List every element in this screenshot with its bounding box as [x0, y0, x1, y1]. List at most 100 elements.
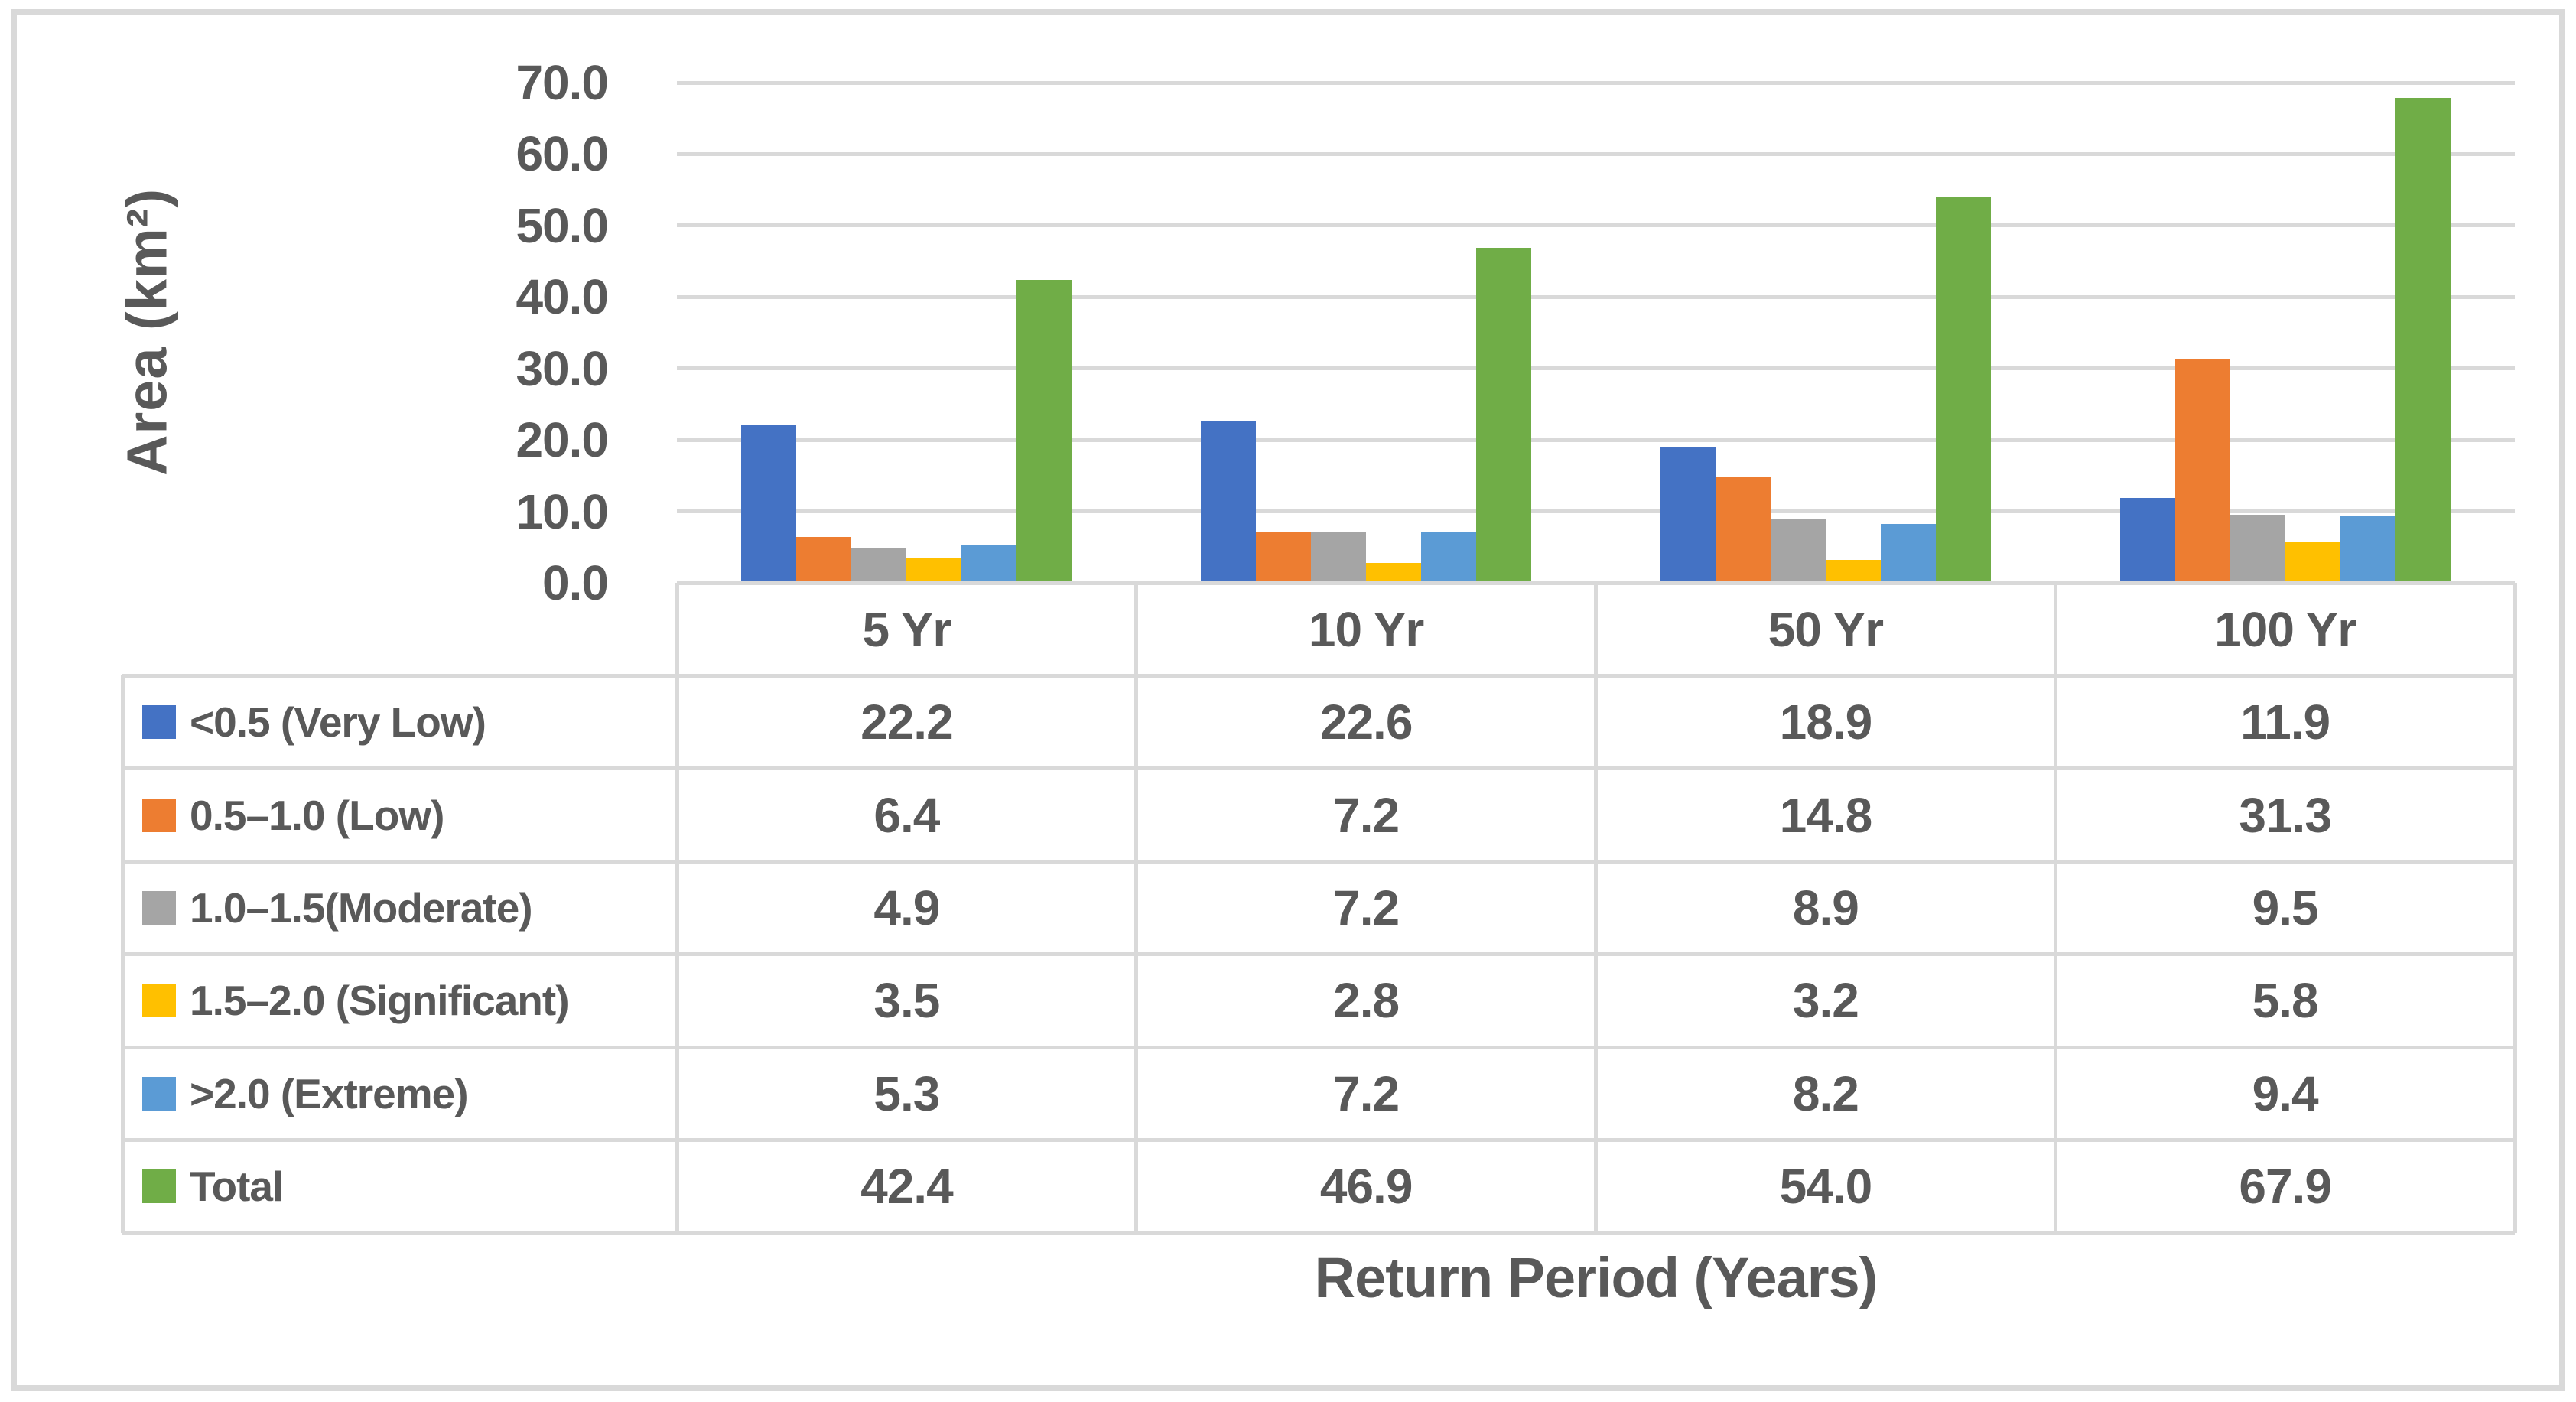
gridline	[677, 80, 2515, 85]
bar-6-4	[2395, 97, 2451, 583]
table-cell: 5.3	[873, 1065, 940, 1121]
y-axis-tick-label: 20.0	[516, 412, 609, 468]
legend-row-label-text: 0.5–1.0 (Low)	[190, 791, 444, 839]
table-cell: 6.4	[873, 787, 940, 843]
y-axis-tick-label: 70.0	[516, 55, 609, 110]
y-axis-tick-label: 30.0	[516, 340, 609, 396]
table-border	[1594, 583, 1598, 1233]
table-cell: 22.2	[860, 694, 954, 750]
legend-swatch	[142, 798, 176, 832]
table-border	[120, 675, 125, 1233]
gridline	[677, 438, 2515, 442]
legend-row-label: >2.0 (Extreme)	[142, 1047, 674, 1140]
table-border	[2053, 583, 2057, 1233]
bar-6-3	[1935, 197, 1991, 583]
bar-3-2	[1311, 531, 1367, 583]
y-axis-tick-label: 10.0	[516, 483, 609, 539]
table-cell: 18.9	[1779, 694, 1873, 750]
table-cell: 22.6	[1319, 694, 1413, 750]
table-border	[675, 583, 679, 1233]
table-cell: 3.2	[1792, 973, 1859, 1029]
legend-row-label: 1.5–2.0 (Significant)	[142, 955, 674, 1047]
gridline	[677, 294, 2515, 299]
legend-row-label-text: >2.0 (Extreme)	[190, 1069, 469, 1117]
bar-2-1	[796, 537, 852, 583]
table-header-cell: 10 Yr	[1308, 601, 1424, 657]
y-axis-tick-label: 0.0	[542, 555, 609, 610]
bar-2-2	[1256, 531, 1312, 583]
legend-swatch	[142, 890, 176, 925]
gridline	[677, 509, 2515, 514]
bar-1-1	[741, 424, 797, 583]
bar-5-1	[961, 545, 1017, 583]
table-cell: 67.9	[2239, 1159, 2332, 1215]
table-cell: 9.5	[2252, 880, 2319, 935]
table-border	[122, 952, 2515, 957]
table-cell: 14.8	[1779, 787, 1873, 843]
legend-row-label: <0.5 (Very Low)	[142, 675, 674, 768]
bar-2-4	[2174, 359, 2230, 583]
y-axis-tick-label: 50.0	[516, 197, 609, 253]
gridline	[677, 151, 2515, 156]
table-border	[122, 766, 2515, 771]
table-border	[122, 1231, 2515, 1235]
bar-4-2	[1366, 562, 1422, 583]
x-axis-title: Return Period (Years)	[1314, 1246, 1878, 1309]
legend-row-label-text: <0.5 (Very Low)	[190, 698, 486, 747]
table-border	[122, 673, 2515, 678]
bar-5-3	[1880, 524, 1936, 583]
table-cell: 31.3	[2239, 787, 2332, 843]
bar-3-4	[2230, 515, 2285, 583]
table-header-cell: 50 Yr	[1768, 601, 1884, 657]
table-border	[2513, 583, 2517, 1233]
bar-3-1	[851, 548, 907, 583]
table-cell: 46.9	[1319, 1159, 1413, 1215]
bar-6-1	[1016, 279, 1072, 583]
table-cell: 2.8	[1333, 973, 1400, 1029]
table-header-cell: 100 Yr	[2214, 601, 2356, 657]
table-cell: 5.8	[2252, 973, 2319, 1029]
gridline	[677, 366, 2515, 371]
legend-row-label: 0.5–1.0 (Low)	[142, 769, 674, 861]
table-cell: 8.9	[1792, 880, 1859, 935]
table-cell: 42.4	[860, 1159, 954, 1215]
bar-4-3	[1825, 560, 1881, 583]
bar-1-4	[2119, 497, 2175, 583]
bar-3-3	[1770, 519, 1826, 583]
bar-1-2	[1201, 421, 1257, 583]
legend-swatch	[142, 705, 176, 740]
table-cell: 8.2	[1792, 1065, 1859, 1121]
bar-1-3	[1660, 447, 1716, 583]
legend-row-label-text: Total	[190, 1163, 284, 1211]
legend-row-label-text: 1.5–2.0 (Significant)	[190, 977, 570, 1025]
bar-4-4	[2285, 541, 2340, 583]
bar-5-4	[2340, 516, 2395, 583]
table-cell: 3.5	[873, 973, 940, 1029]
bar-6-2	[1476, 247, 1532, 583]
table-cell: 7.2	[1333, 880, 1400, 935]
table-cell: 4.9	[873, 880, 940, 935]
bar-2-3	[1715, 477, 1771, 583]
legend-row-label-text: 1.0–1.5(Moderate)	[190, 883, 533, 932]
bar-4-1	[906, 558, 962, 583]
legend-swatch	[142, 1169, 176, 1204]
figure-border	[11, 9, 2565, 1391]
table-cell: 54.0	[1779, 1159, 1873, 1215]
table-border	[122, 1138, 2515, 1143]
gridline	[677, 223, 2515, 228]
table-cell: 9.4	[2252, 1065, 2319, 1121]
table-header-cell: 5 Yr	[862, 601, 951, 657]
table-border	[122, 1045, 2515, 1049]
y-axis-tick-label: 60.0	[516, 126, 609, 182]
table-border	[1134, 583, 1139, 1233]
legend-swatch	[142, 1076, 176, 1111]
bar-5-2	[1421, 531, 1477, 583]
legend-swatch	[142, 984, 176, 1018]
legend-row-label: Total	[142, 1140, 674, 1233]
y-axis-tick-label: 40.0	[516, 269, 609, 325]
table-cell: 7.2	[1333, 787, 1400, 843]
table-cell: 11.9	[2240, 694, 2330, 750]
